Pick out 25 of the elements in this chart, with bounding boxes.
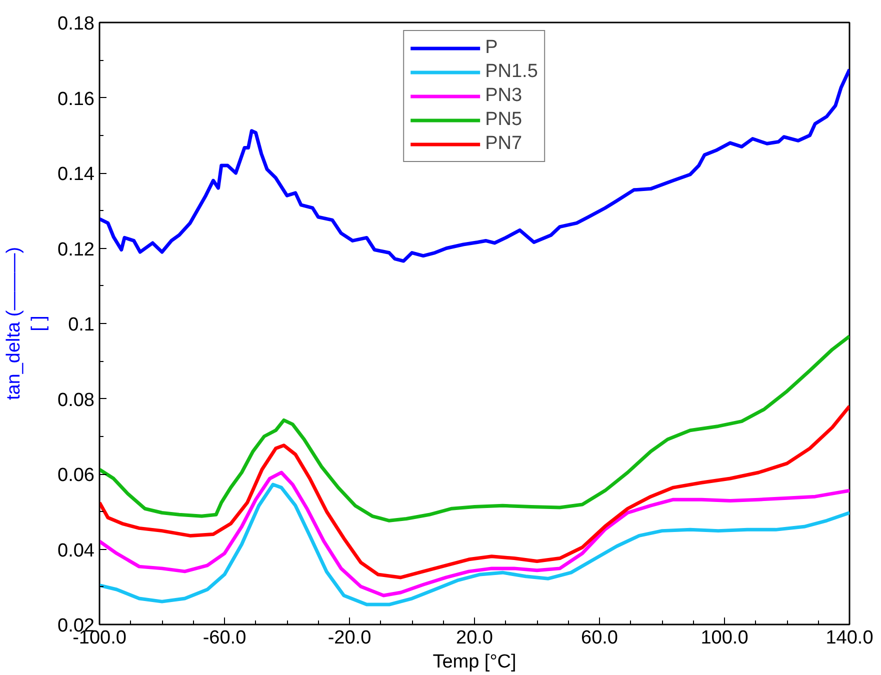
legend-label: PN7 — [485, 133, 522, 155]
y-tick-label: 0.1 — [68, 314, 95, 336]
y-tick-label: 0.06 — [58, 465, 95, 486]
y-axis-title: tan_delta (———) [ ] — [3, 246, 50, 400]
x-tick-label: 60.0 — [581, 628, 618, 648]
line-series — [100, 334, 850, 522]
y-tick-label: 0.12 — [58, 239, 95, 260]
legend-label: P — [485, 37, 499, 59]
x-tick-label: 100.0 — [700, 628, 748, 648]
x-tick-label: -20.0 — [328, 628, 372, 648]
y-tick-label: 0.16 — [58, 88, 95, 110]
line-series — [100, 404, 850, 580]
y-tick-label: 0.04 — [58, 540, 95, 562]
x-tick-label: 20.0 — [456, 628, 493, 648]
y-tick-label: 0.14 — [58, 164, 95, 185]
y-tick-label: 0.08 — [58, 390, 95, 411]
x-tick-label: -60.0 — [202, 628, 246, 648]
line-series — [100, 482, 850, 606]
x-tick-label: 140.0 — [826, 628, 874, 648]
legend-label: PN3 — [485, 85, 522, 107]
line-series — [100, 470, 850, 598]
y-tick-label: 0.18 — [58, 14, 95, 34]
legend-label: PN1.5 — [485, 61, 538, 83]
legend-label: PN5 — [485, 109, 522, 131]
x-axis-title: Temp [°C] — [432, 652, 516, 672]
